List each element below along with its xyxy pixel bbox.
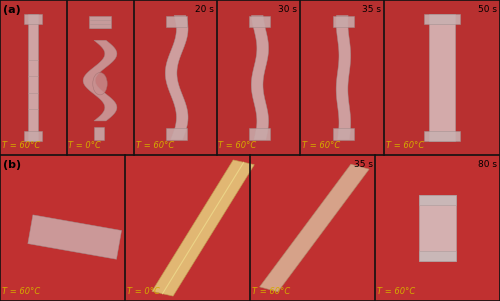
Text: 30 s: 30 s: [278, 5, 297, 14]
Bar: [28, 215, 122, 259]
Bar: [333, 16, 354, 27]
Bar: [424, 14, 460, 24]
Text: T = 0°C: T = 0°C: [127, 287, 160, 296]
Text: T = 60°C: T = 60°C: [302, 141, 340, 150]
Bar: [28, 14, 38, 141]
Text: 80 s: 80 s: [478, 160, 498, 169]
Text: T = 60°C: T = 60°C: [218, 141, 257, 150]
Bar: [333, 128, 354, 139]
Bar: [429, 14, 454, 141]
Bar: [166, 16, 187, 27]
Bar: [250, 128, 270, 139]
Bar: [0, 0, 500, 155]
Text: 50 s: 50 s: [478, 5, 498, 14]
Bar: [0, 155, 500, 301]
Bar: [94, 127, 104, 139]
Text: T = 60°C: T = 60°C: [2, 287, 40, 296]
Text: T = 60°C: T = 60°C: [136, 141, 174, 150]
Text: T = 60°C: T = 60°C: [377, 287, 415, 296]
Polygon shape: [260, 164, 369, 292]
Bar: [250, 16, 270, 27]
Polygon shape: [252, 16, 268, 139]
Bar: [419, 195, 456, 261]
Text: T = 0°C: T = 0°C: [68, 141, 102, 150]
Polygon shape: [152, 160, 254, 296]
Text: T = 60°C: T = 60°C: [2, 141, 40, 150]
Polygon shape: [336, 16, 350, 139]
Bar: [419, 251, 456, 261]
Bar: [424, 131, 460, 141]
Text: 35 s: 35 s: [362, 5, 381, 14]
Text: 35 s: 35 s: [354, 160, 372, 169]
Text: 20 s: 20 s: [195, 5, 214, 14]
Bar: [24, 14, 42, 24]
Polygon shape: [83, 40, 117, 121]
Bar: [419, 195, 456, 205]
Ellipse shape: [93, 73, 107, 95]
Bar: [24, 131, 42, 141]
Text: T = 60°C: T = 60°C: [252, 287, 290, 296]
Bar: [166, 128, 187, 139]
Polygon shape: [166, 16, 188, 139]
Bar: [89, 16, 111, 28]
Text: (a): (a): [2, 5, 20, 14]
Text: T = 60°C: T = 60°C: [386, 141, 424, 150]
Text: (b): (b): [2, 160, 21, 169]
